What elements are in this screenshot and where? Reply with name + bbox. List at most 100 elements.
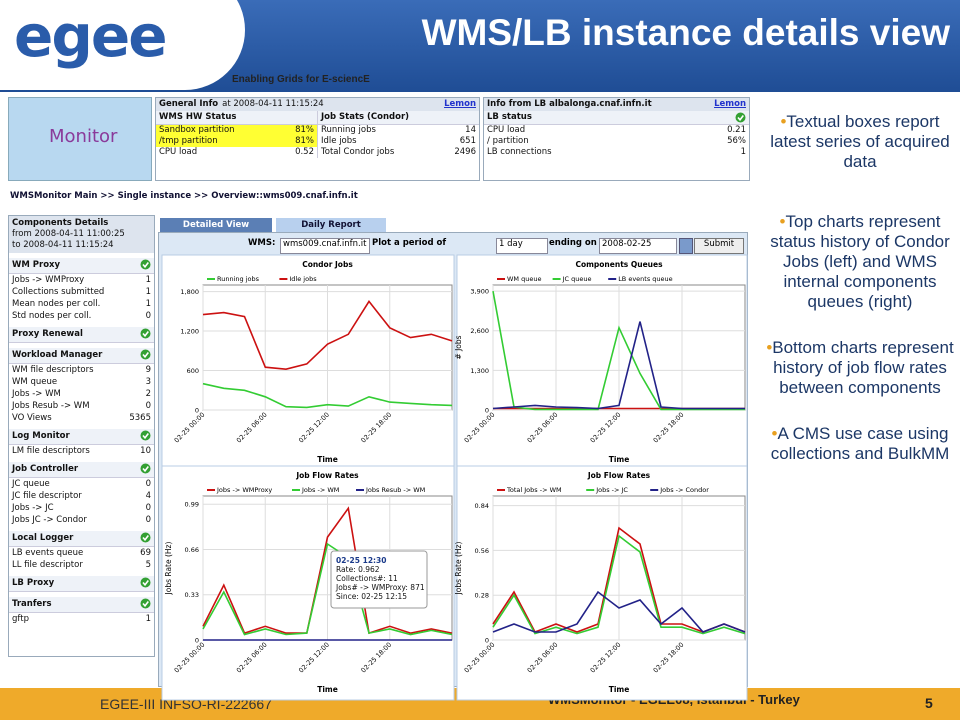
row-label: Std nodes per coll. xyxy=(12,311,92,321)
row-label: Running jobs xyxy=(321,125,376,135)
section-header: LB status xyxy=(484,111,749,125)
row-label: VO Views xyxy=(12,413,52,423)
row-value: 81% xyxy=(295,125,314,135)
row-label: gftp xyxy=(12,614,29,624)
ok-circle xyxy=(735,112,746,123)
row-value: 0 xyxy=(145,515,151,525)
ok-icon xyxy=(140,328,151,339)
info-row: Sandbox partition 81% xyxy=(156,125,317,136)
row-value: 3 xyxy=(145,377,151,387)
logo-background xyxy=(0,0,245,90)
info-row: Running jobs 14 xyxy=(318,125,479,136)
row-value: 0.52 xyxy=(295,147,314,157)
section-title: Proxy Renewal xyxy=(12,329,83,339)
component-row: LB events queue 69 xyxy=(9,547,154,559)
ok-tick xyxy=(737,115,744,122)
section-title: Job Controller xyxy=(12,464,79,474)
row-label: JC file descriptor xyxy=(12,491,82,501)
row-label: Jobs -> WM xyxy=(12,389,61,399)
row-label: LM file descriptors xyxy=(12,446,90,456)
component-row: VO Views 5365 xyxy=(9,412,154,424)
section-title: Log Monitor xyxy=(12,431,70,441)
component-row: Mean nodes per coll. 1 xyxy=(9,298,154,310)
tab[interactable]: Daily Report xyxy=(276,218,386,232)
ok-icon xyxy=(140,430,151,441)
ok-circle xyxy=(140,328,151,339)
row-label: Jobs -> JC xyxy=(12,503,54,513)
components-to: to 2008-04-11 11:15:24 xyxy=(12,240,114,250)
row-label: / partition xyxy=(487,136,529,146)
ok-circle xyxy=(140,532,151,543)
component-row: JC queue 0 xyxy=(9,478,154,490)
row-value: 1 xyxy=(740,147,746,157)
box-title: Info from LB albalonga.cnaf.infn.it Lemon xyxy=(484,98,749,111)
ok-icon xyxy=(140,463,151,474)
section-title: Tranfers xyxy=(12,599,52,609)
row-value: 14 xyxy=(465,125,476,135)
row-label: CPU load xyxy=(487,125,526,135)
date-input[interactable]: 2008-02-25 xyxy=(599,238,677,254)
info-column: Job Stats (Condor) Running jobs 14 Idle job… xyxy=(317,111,479,158)
app-logo-box: Monitor xyxy=(8,97,152,181)
calendar-icon[interactable] xyxy=(679,238,693,254)
info-row: CPU load 0.21 xyxy=(484,125,749,136)
ok-icon xyxy=(140,577,151,588)
bullet: A CMS use case using collections and Bul… xyxy=(764,424,956,464)
period-select[interactable]: 1 day xyxy=(496,238,548,254)
component-row: Jobs JC -> Condor 0 xyxy=(9,514,154,526)
app-logo: Monitor xyxy=(49,126,118,147)
form-label: ending on xyxy=(549,238,597,248)
ok-tick xyxy=(142,433,149,440)
wms-input[interactable]: wms009.cnaf.infn.it xyxy=(280,238,370,254)
component-row: Jobs -> WMProxy 1 xyxy=(9,274,154,286)
row-value: 1 xyxy=(145,275,151,285)
ok-icon xyxy=(140,598,151,609)
row-value: 5365 xyxy=(129,413,151,423)
tab[interactable]: Detailed View xyxy=(160,218,272,232)
lemon-link[interactable]: Lemon xyxy=(714,99,746,109)
row-label: Idle jobs xyxy=(321,136,357,146)
component-row: Std nodes per coll. 0 xyxy=(9,310,154,322)
box-title-text: General Info xyxy=(159,99,219,109)
component-row: Jobs -> JC 0 xyxy=(9,502,154,514)
section-header: Local Logger xyxy=(9,531,154,547)
section-header: Workload Manager xyxy=(9,348,154,364)
row-label: Mean nodes per coll. xyxy=(12,299,101,309)
info-row: CPU load 0.52 xyxy=(156,147,317,158)
section-header: WM Proxy xyxy=(9,258,154,274)
section-header: Job Controller xyxy=(9,462,154,478)
info-column: WMS HW Status Sandbox partition 81%/tmp pa… xyxy=(156,111,317,158)
row-value: 1 xyxy=(145,299,151,309)
row-value: 10 xyxy=(140,446,151,456)
row-label: Sandbox partition xyxy=(159,125,235,135)
row-label: Jobs Resub -> WM xyxy=(12,401,90,411)
info-row: / partition 56% xyxy=(484,136,749,147)
component-row: WM queue 3 xyxy=(9,376,154,388)
info-columns: WMS HW Status Sandbox partition 81%/tmp pa… xyxy=(156,111,479,158)
section-title: LB status xyxy=(487,112,532,122)
row-value: 0 xyxy=(145,479,151,489)
section-header: Job Stats (Condor) xyxy=(318,111,479,125)
bullet: Top charts represent status history of C… xyxy=(764,212,956,312)
info-row: LB connections 1 xyxy=(484,147,749,158)
row-label: CPU load xyxy=(159,147,198,157)
component-row: WM file descriptors 9 xyxy=(9,364,154,376)
form-label: Plot a period of xyxy=(372,238,447,248)
submit-button[interactable]: Submit xyxy=(694,238,744,254)
lemon-link[interactable]: Lemon xyxy=(444,99,476,109)
components-from: from 2008-04-11 11:00:25 xyxy=(12,229,125,239)
component-row: Jobs -> WM 2 xyxy=(9,388,154,400)
bullet: Bottom charts represent history of job f… xyxy=(764,338,956,398)
general-info-box: General Info at 2008-04-11 11:15:24 Lemon W… xyxy=(155,97,480,181)
row-value: 0 xyxy=(145,503,151,513)
lb-info-box: Info from LB albalonga.cnaf.infn.it Lemon… xyxy=(483,97,750,181)
section-title: LB Proxy xyxy=(12,578,55,588)
section-header: WMS HW Status xyxy=(156,111,317,125)
ok-circle xyxy=(140,259,151,270)
info-row: Total Condor jobs 2496 xyxy=(318,147,479,158)
ok-circle xyxy=(140,349,151,360)
row-label: Jobs -> WMProxy xyxy=(12,275,85,285)
bullet-list: Textual boxes report latest series of ac… xyxy=(764,112,956,490)
ok-circle xyxy=(140,430,151,441)
